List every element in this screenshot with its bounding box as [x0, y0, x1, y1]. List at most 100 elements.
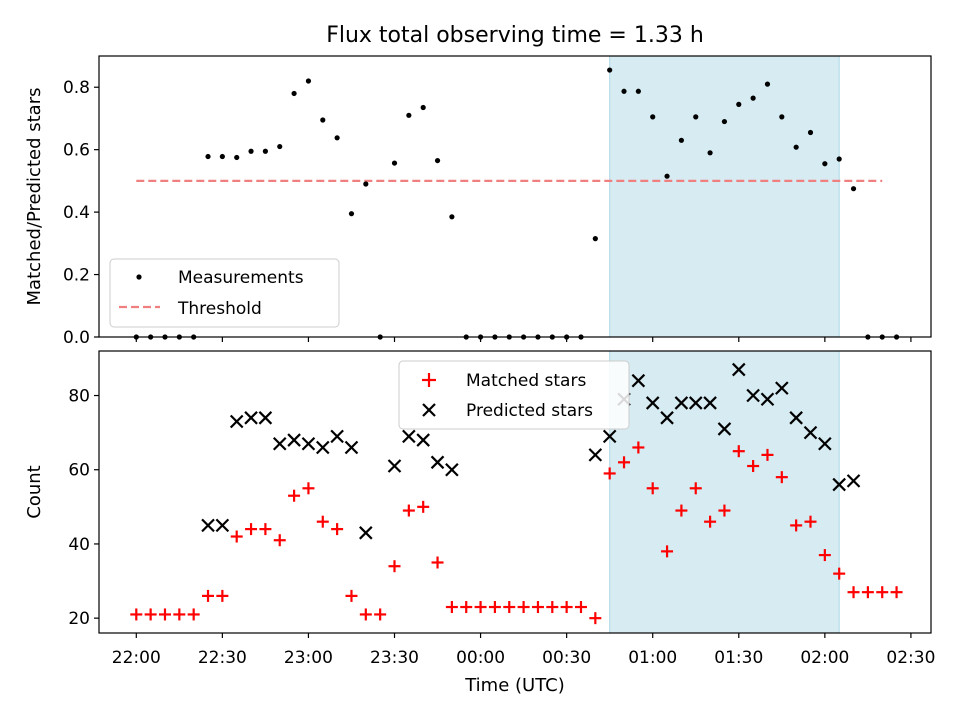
measurement-point [277, 143, 283, 150]
measurement-point [205, 153, 211, 160]
matched-stars-point [603, 467, 616, 480]
x-tick-label: 02:00 [800, 648, 849, 668]
x-stroke-b [674, 396, 689, 410]
measurement-point [721, 118, 728, 125]
predicted-stars-point [732, 362, 746, 377]
observing-window-shade-bottom [609, 350, 840, 634]
panel-ratio: 0.00.20.40.60.8 Matched/Predicted stars … [24, 55, 932, 348]
measurement-point [750, 95, 756, 101]
predicted-stars-point [287, 433, 301, 447]
x-tick-label: 00:30 [542, 648, 591, 668]
chart-title: Flux total observing time = 1.33 h [326, 23, 704, 48]
measurement-point [807, 129, 814, 136]
matched-stars-point [632, 441, 645, 454]
matched-stars-point [517, 601, 530, 614]
legend-box-bottom [398, 360, 630, 430]
predicted-stars-point [832, 477, 846, 492]
x-stroke-b [359, 526, 373, 540]
x-stroke-b [330, 429, 344, 444]
matched-stars-point [345, 589, 358, 602]
predicted-stars-point [416, 433, 430, 447]
axes-frame-bottom [98, 350, 932, 634]
matched-stars-point [488, 601, 501, 614]
measurement-point [219, 153, 225, 160]
measurement-point [693, 114, 699, 120]
x-stroke-b [287, 433, 301, 447]
x-tick-label: 22:30 [198, 648, 247, 668]
measurement-point [779, 114, 785, 120]
predicted-stars-point [803, 425, 818, 440]
matched-stars-point [374, 608, 387, 621]
measurement-point [836, 156, 842, 162]
predicted-stars-point [445, 462, 459, 477]
x-stroke-b [688, 396, 703, 410]
matched-stars-point [704, 515, 717, 528]
measurement-point [449, 214, 455, 220]
matched-stars-point [230, 530, 243, 543]
x-stroke-b [732, 362, 746, 377]
predicted-stars-point [215, 518, 230, 533]
x-stroke-b [760, 392, 775, 407]
x-stroke-b [717, 422, 732, 436]
x-stroke-b [402, 429, 416, 444]
predicted-stars-point [703, 396, 717, 410]
matched-stars-point [187, 608, 200, 621]
x-tick-label: 01:30 [714, 648, 763, 668]
matched-stars-point [359, 608, 372, 621]
measurement-point [678, 137, 685, 143]
measurement-point [406, 112, 412, 118]
measurement-point [764, 81, 771, 87]
measurement-point [707, 150, 713, 156]
y-axis-label-count: Count [24, 465, 45, 518]
legend-box-top [109, 258, 340, 328]
matched-stars-point [273, 534, 286, 547]
predicted-stars-point [201, 518, 215, 533]
measurement-point [793, 144, 799, 150]
matched-stars-point [847, 586, 860, 599]
predicted-stars-point [344, 440, 359, 455]
matched-stars-point [474, 601, 487, 614]
predicted-stars-point [301, 436, 316, 451]
x-stroke-b [316, 440, 330, 455]
measurement-point [650, 114, 656, 120]
x-tick-label: 23:30 [370, 648, 419, 668]
matched-stars-point [747, 460, 760, 473]
predicted-stars-point [717, 422, 732, 436]
matched-stars-point [646, 482, 659, 495]
matched-stars-point [144, 608, 157, 621]
x-tick-label: 22:00 [112, 648, 161, 668]
matched-stars-point [675, 504, 688, 517]
matched-stars-point [216, 589, 229, 602]
matched-stars-point [661, 545, 674, 558]
matched-stars-point [589, 612, 602, 625]
matched-stars-point [158, 608, 171, 621]
y-tick-label: 0.4 [63, 203, 90, 223]
matched-stars-point [732, 445, 745, 458]
legend-measurements-label: Measurements [178, 268, 304, 288]
x-tick-label: 01:00 [628, 648, 677, 668]
x-stroke-b [244, 411, 258, 425]
x-stroke-b [703, 396, 717, 410]
measurement-point [822, 161, 828, 167]
legend-threshold-label: Threshold [177, 299, 262, 319]
matched-stars-point [245, 523, 258, 536]
legend-predicted-label: Predicted stars [466, 401, 593, 421]
x-stroke-b [430, 455, 445, 470]
x-stroke-b [215, 518, 230, 533]
predicted-stars-point [258, 411, 273, 425]
predicted-stars-point [602, 429, 617, 444]
measurement-point [320, 117, 326, 123]
matched-stars-point [890, 586, 903, 599]
matched-stars-point [876, 586, 889, 599]
matched-stars-point [560, 601, 573, 614]
measurement-point [234, 154, 240, 161]
matched-stars-point [790, 519, 803, 532]
x-stroke-b [588, 448, 603, 462]
predicted-stars-point [688, 396, 703, 410]
y-tick-label: 80 [68, 387, 90, 407]
measurement-point [391, 160, 398, 166]
legend-matched-label: Matched stars [466, 371, 586, 391]
x-stroke-b [602, 429, 617, 444]
measurement-point [420, 104, 426, 111]
